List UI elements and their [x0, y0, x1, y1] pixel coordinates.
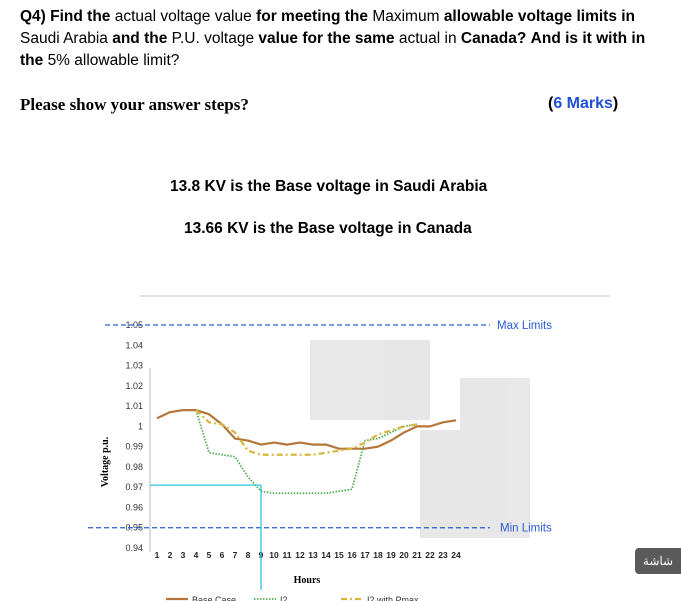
watermark-shape [460, 378, 530, 538]
y-tick-label: 0.97 [125, 482, 143, 492]
y-tick-label: 0.95 [125, 523, 143, 533]
watermark-shape [310, 340, 430, 420]
x-tick-label: 15 [334, 550, 344, 560]
q-part: And is it with in the [20, 30, 646, 69]
x-tick-label: 22 [425, 550, 435, 560]
x-tick-label: 16 [347, 550, 357, 560]
x-tick-label: 5 [207, 550, 212, 560]
x-tick-label: 10 [269, 550, 279, 560]
x-axis-label: Hours [294, 575, 321, 586]
q-part: Saudi Arabia [20, 30, 108, 47]
steps-instruction: Please show your answer steps? [20, 95, 249, 114]
watermark [310, 340, 530, 538]
x-tick-label: 24 [451, 550, 461, 560]
voltage-chart: 0.94 0.95 0.96 0.97 0.98 0.99 1 1.01 1.02 1.03 1.0… [88, 295, 610, 601]
x-tick-label: 21 [412, 550, 422, 560]
q-part: and the [112, 30, 168, 47]
question-text: Q4) Find the actual voltage value for me… [20, 6, 660, 72]
x-tick-label: 7 [233, 550, 238, 560]
x-tick-label: 19 [386, 550, 396, 560]
y-tick-label: 1 [138, 421, 143, 431]
x-tick-label: 3 [181, 550, 186, 560]
legend-label: I2 with Pmax [367, 595, 419, 601]
marks-close: ) [612, 95, 619, 112]
x-tick-label: 14 [321, 550, 331, 560]
base-voltage-saudi: 13.8 KV is the Base voltage in Saudi Ara… [170, 178, 488, 195]
series-line-3 [195, 409, 418, 456]
x-tick-label: 4 [194, 550, 199, 560]
y-tick-label: 0.98 [125, 462, 143, 472]
max-limit-label: Max Limits [497, 320, 552, 332]
x-tick-label: 1 [155, 550, 160, 560]
x-tick-label: 17 [360, 550, 370, 560]
y-tick-label: 0.94 [125, 543, 143, 553]
q-part: 5% allowable limit? [47, 52, 180, 69]
x-tick-label: 2 [168, 550, 173, 560]
q-part: actual voltage value [114, 8, 252, 25]
q-part: value for the same [258, 30, 395, 47]
series-line-1 [156, 409, 457, 450]
q-part: for meeting the [256, 8, 369, 25]
legend-label: I2 [280, 595, 288, 601]
y-tick-label: 0.99 [125, 442, 143, 452]
y-axis-label: Voltage p.u. [100, 436, 111, 487]
x-tick-label: 23 [438, 550, 448, 560]
q-part: Q4) Find the [20, 8, 111, 25]
legend-label: Base Case [192, 595, 236, 601]
x-tick-label: 12 [295, 550, 305, 560]
screen-badge[interactable]: شاشة [635, 548, 681, 574]
y-tick-label: 0.96 [125, 502, 143, 512]
y-tick-label: 1.04 [125, 340, 143, 350]
y-tick-label: 1.05 [125, 320, 143, 330]
x-tick-label: 6 [220, 550, 225, 560]
x-tick-label: 11 [283, 550, 292, 560]
series-line-2 [195, 409, 418, 495]
x-tick-label: 8 [246, 550, 251, 560]
q-part: actual in [398, 30, 457, 47]
y-tick-label: 1.01 [125, 401, 143, 411]
marks-label: (6 Marks) [548, 95, 618, 113]
base-voltage-canada: 13.66 KV is the Base voltage in Canada [184, 220, 472, 237]
x-tick-label: 18 [373, 550, 383, 560]
x-tick-label: 20 [399, 550, 409, 560]
watermark-shape [420, 430, 460, 538]
min-limit-label: Min Limits [500, 523, 552, 535]
q-part: Canada? [460, 30, 527, 47]
marks-open: ( [548, 95, 554, 112]
q-part: allowable voltage limits in [443, 8, 636, 25]
marks-value: 6 Marks [553, 95, 613, 112]
y-tick-label: 1.02 [125, 381, 143, 391]
q-part: P.U. voltage [171, 30, 255, 47]
y-tick-label: 1.03 [125, 361, 143, 371]
x-tick-label: 13 [308, 550, 318, 560]
q-part: Maximum [372, 8, 440, 25]
